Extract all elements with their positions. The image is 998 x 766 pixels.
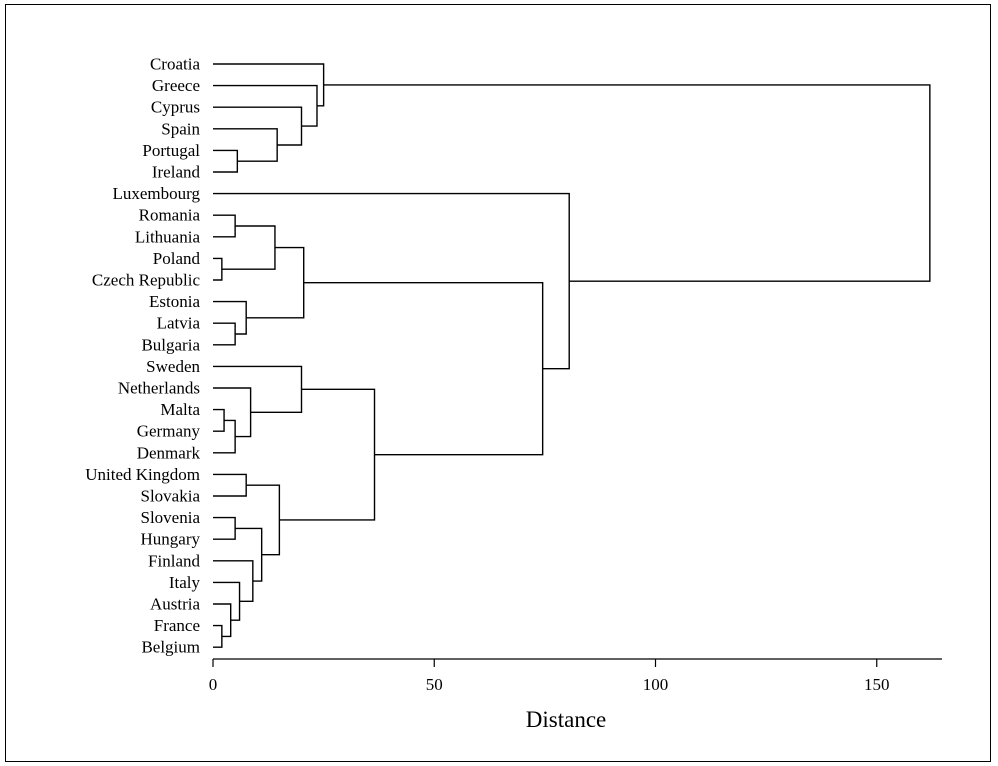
leaf-label: Croatia <box>150 55 200 74</box>
leaf-label: Bulgaria <box>141 335 200 354</box>
dendrogram-link <box>303 282 544 456</box>
leaf-label: Poland <box>153 249 201 268</box>
leaf-label: Greece <box>152 76 200 95</box>
dendrogram-link <box>213 322 236 346</box>
x-axis-title: Distance <box>526 707 606 732</box>
leaf-label: Luxembourg <box>112 184 200 203</box>
dendrogram-link <box>213 473 247 497</box>
x-tick-label: 150 <box>864 675 890 694</box>
dendrogram-link <box>213 84 318 127</box>
leaf-label: Slovakia <box>141 487 201 506</box>
dendrogram-link <box>213 214 236 238</box>
dendrogram-link <box>213 624 223 648</box>
dendrogram-links <box>213 63 931 648</box>
leaf-label: Finland <box>148 551 200 570</box>
x-axis: 0 50 100 150 <box>209 658 942 694</box>
leaf-label: United Kingdom <box>85 465 200 484</box>
leaf-label: Austria <box>150 595 201 614</box>
leaf-labels: Croatia Greece Cyprus Spain Portugal Ireland L… <box>85 55 200 657</box>
dendrogram-link <box>213 560 254 602</box>
leaf-label: Sweden <box>146 357 200 376</box>
dendrogram-link <box>246 484 281 556</box>
leaf-label: Denmark <box>137 443 201 462</box>
dendrogram-link <box>213 300 247 335</box>
leaf-label: Romania <box>139 206 201 225</box>
dendrogram-link <box>213 581 241 621</box>
dendrogram-link <box>213 149 239 173</box>
x-tick-label: 0 <box>209 675 218 694</box>
dendrogram-link <box>213 192 570 370</box>
dendrogram-link <box>213 408 225 432</box>
dendrogram-link <box>235 527 263 582</box>
x-tick-label: 50 <box>426 675 443 694</box>
leaf-label: Belgium <box>141 638 200 657</box>
leaf-label: Italy <box>169 573 201 592</box>
dendrogram-link <box>213 106 303 146</box>
leaf-label: Estonia <box>149 292 200 311</box>
leaf-label: Czech Republic <box>92 271 201 290</box>
dendrogram-link <box>213 257 223 281</box>
leaf-label: Lithuania <box>135 227 201 246</box>
x-axis-ticks: 0 50 100 150 <box>209 659 890 694</box>
dendrogram-link <box>213 516 236 540</box>
leaf-label: Hungary <box>141 530 201 549</box>
leaf-label: Netherlands <box>118 379 200 398</box>
leaf-label: Cyprus <box>151 98 200 117</box>
dendrogram-link <box>213 387 252 438</box>
leaf-label: Latvia <box>157 314 201 333</box>
dendrogram-link <box>221 225 276 270</box>
leaf-label: Portugal <box>142 141 200 160</box>
dendrogram-link <box>279 388 376 521</box>
dendrogram-link <box>323 84 931 282</box>
leaf-label: Malta <box>160 400 200 419</box>
leaf-label: Slovenia <box>141 508 201 527</box>
dendrogram-link <box>246 246 305 319</box>
x-tick-label: 100 <box>643 675 669 694</box>
chart-frame <box>5 4 991 762</box>
leaf-label: Spain <box>161 119 200 138</box>
dendrogram-link <box>213 128 278 162</box>
leaf-label: Ireland <box>152 163 201 182</box>
leaf-label: Germany <box>137 422 201 441</box>
leaf-label: France <box>154 616 200 635</box>
dendrogram-link <box>213 365 303 413</box>
